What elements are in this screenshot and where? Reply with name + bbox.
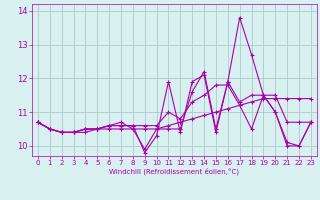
X-axis label: Windchill (Refroidissement éolien,°C): Windchill (Refroidissement éolien,°C) — [109, 168, 239, 175]
